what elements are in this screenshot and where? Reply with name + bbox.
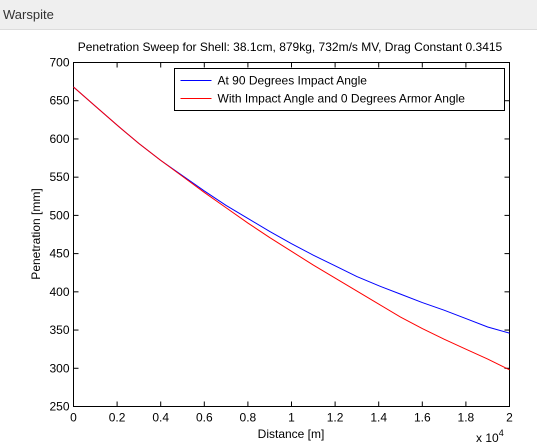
y-tick-label: 450 (49, 247, 69, 261)
x-tick-label: 1.4 (370, 411, 387, 425)
x-tick-label: 0.8 (240, 411, 257, 425)
x-exponent-label: x 104 (476, 428, 504, 445)
x-exponent-power: 4 (499, 428, 504, 438)
x-tick-label: 2 (506, 411, 513, 425)
y-tick-label: 700 (49, 56, 69, 70)
legend-label-2: With Impact Angle and 0 Degrees Armor An… (218, 92, 466, 106)
y-tick-label: 600 (49, 132, 69, 146)
x-tick-label: 1.2 (327, 411, 344, 425)
y-tick-label: 250 (49, 400, 69, 414)
window-title: Warspite (3, 7, 54, 22)
plot-frame (73, 62, 510, 407)
y-tick-label: 350 (49, 323, 69, 337)
x-axis-label: Distance [m] (258, 427, 325, 441)
x-exponent-base: x 10 (476, 431, 499, 445)
x-tick-label: 1 (288, 411, 295, 425)
y-tick-label: 650 (49, 94, 69, 108)
x-tick-label: 0.6 (196, 411, 213, 425)
x-tick-label: 0 (70, 411, 77, 425)
y-tick-label: 500 (49, 208, 69, 222)
legend-label-1: At 90 Degrees Impact Angle (218, 74, 368, 88)
legend: At 90 Degrees Impact Angle With Impact An… (174, 68, 505, 111)
series-line-2 (73, 86, 510, 371)
x-tick-label: 1.8 (458, 411, 475, 425)
y-tick-label: 550 (49, 170, 69, 184)
x-tick-label: 1.6 (414, 411, 431, 425)
axis-ticks: 0 0.2 0.4 0.6 0.8 1 1.2 1.4 1.6 1.8 2 250 300 350 400 4… (49, 56, 513, 425)
window-title-bar: Warspite (0, 0, 537, 30)
y-tick-label: 400 (49, 285, 69, 299)
y-axis-label: Penetration [mm] (29, 188, 43, 279)
penetration-chart: Penetration Sweep for Shell: 38.1cm, 879… (29, 40, 513, 445)
series-group (73, 86, 510, 371)
y-tick-label: 300 (49, 361, 69, 375)
figure-area: Penetration Sweep for Shell: 38.1cm, 879… (0, 30, 537, 447)
chart-title: Penetration Sweep for Shell: 38.1cm, 879… (78, 40, 503, 54)
x-tick-label: 0.2 (109, 411, 126, 425)
legend-box (174, 68, 505, 111)
x-tick-label: 0.4 (152, 411, 169, 425)
